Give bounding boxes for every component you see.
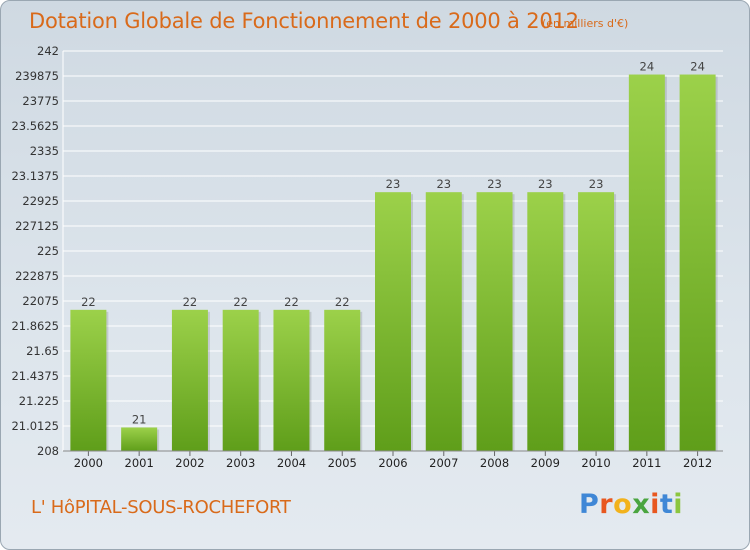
y-tick-label: 222875 <box>15 269 59 283</box>
bar-value-label: 23 <box>436 177 451 191</box>
y-tick-label: 21.225 <box>19 394 59 408</box>
x-tick-label: 2003 <box>226 456 255 470</box>
bar-value-label: 22 <box>284 295 299 309</box>
bar-value-label: 23 <box>386 177 401 191</box>
bar-2003 <box>222 309 259 451</box>
x-tick-label: 2009 <box>531 456 560 470</box>
y-tick-label: 242 <box>37 44 59 58</box>
y-axis: 208 21.0125 21.225 21.4375 21.65 21.8625 22075… <box>11 44 59 458</box>
bar-value-label: 22 <box>335 295 350 309</box>
bars: 22 21 22 22 22 22 23 23 23 23 23 24 24 <box>70 60 718 452</box>
y-tick-label: 2335 <box>30 144 59 158</box>
x-tick-label: 2005 <box>328 456 357 470</box>
commune-name: L' HôPITAL-SOUS-ROCHEFORT <box>31 497 291 518</box>
y-tick-label: 225 <box>37 244 59 258</box>
y-tick-label: 21.0125 <box>11 419 59 433</box>
y-tick-label: 23775 <box>22 94 59 108</box>
y-tick-label: 22925 <box>22 194 59 208</box>
x-tick-label: 2001 <box>125 456 154 470</box>
bar-2009 <box>527 192 564 452</box>
x-tick-label: 2000 <box>74 456 103 470</box>
x-tick-label: 2004 <box>277 456 306 470</box>
bar-value-label: 23 <box>538 177 553 191</box>
x-tick-label: 2008 <box>480 456 509 470</box>
y-tick-label: 21.8625 <box>11 319 59 333</box>
y-tick-label: 23.5625 <box>11 119 59 133</box>
proxiti-logo: Proxiti <box>579 489 684 520</box>
x-tick-label: 2002 <box>175 456 204 470</box>
bar-value-label: 24 <box>640 60 655 74</box>
bar-value-label: 23 <box>487 177 502 191</box>
y-tick-label: 21.4375 <box>11 369 59 383</box>
y-tick-label: 23.1375 <box>11 169 59 183</box>
bar-value-label: 22 <box>183 295 198 309</box>
x-tick-label: 2006 <box>378 456 407 470</box>
bar-value-label: 24 <box>690 60 705 74</box>
bar-2012 <box>679 74 716 451</box>
bar-value-label: 23 <box>589 177 604 191</box>
y-tick-label: 21.65 <box>26 344 59 358</box>
y-tick-label: 227125 <box>15 219 59 233</box>
x-tick-label: 2011 <box>632 456 661 470</box>
bar-2005 <box>324 309 361 451</box>
bar-value-label: 22 <box>81 295 96 309</box>
bar-2002 <box>171 309 208 451</box>
bar-2007 <box>425 192 462 452</box>
bar-2008 <box>476 192 513 452</box>
x-tick-label: 2012 <box>683 456 712 470</box>
bar-2004 <box>273 309 310 451</box>
bar-2010 <box>578 192 615 452</box>
y-tick-label: 239875 <box>15 69 59 83</box>
bar-2011 <box>628 74 665 451</box>
chart-title: Dotation Globale de Fonctionnement de 20… <box>29 9 579 33</box>
x-tick-label: 2007 <box>429 456 458 470</box>
bar-2001 <box>121 427 158 451</box>
x-tick-label: 2010 <box>581 456 610 470</box>
bar-2006 <box>375 192 411 452</box>
y-tick-label: 208 <box>37 444 59 458</box>
unit-note: (en milliers d'€) <box>542 17 629 30</box>
bar-value-label: 21 <box>132 412 147 426</box>
bar-value-label: 22 <box>233 295 248 309</box>
bar-2000 <box>70 309 107 451</box>
x-axis: 2000 2001 2002 2003 2004 2005 2006 2007 2008 2009… <box>63 450 723 470</box>
y-tick-label: 22075 <box>22 294 59 308</box>
